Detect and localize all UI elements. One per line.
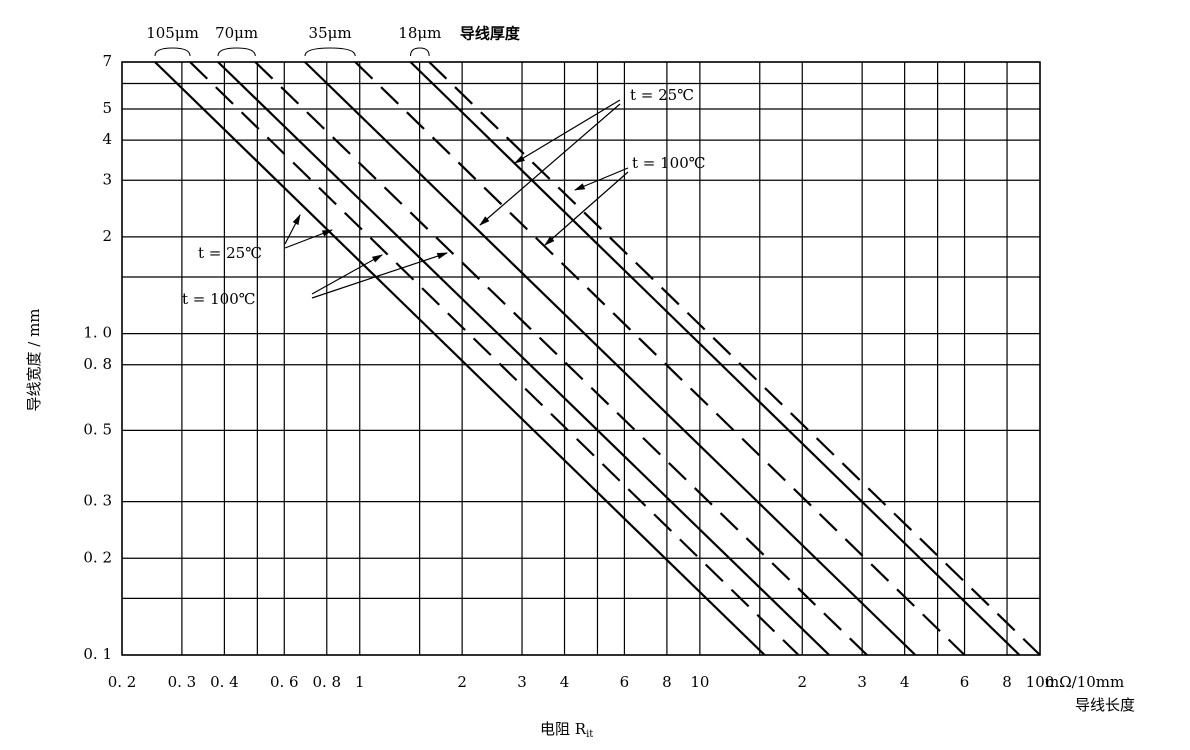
line: [189, 61, 800, 656]
annotation: t = 25℃: [198, 244, 262, 262]
x-axis-label-sub: it: [586, 729, 593, 740]
x-tick-label: 100: [1026, 673, 1055, 691]
line: [254, 61, 868, 656]
x-unit-title: 导线长度: [1075, 696, 1135, 714]
line: [154, 61, 766, 656]
x-tick-label: 4: [900, 673, 910, 691]
annotation: t = 25℃: [630, 86, 694, 104]
x-unit: mΩ/10mm: [1045, 673, 1124, 691]
thickness-label: 105μm: [146, 24, 199, 42]
y-tick-label: 7: [102, 52, 112, 70]
x-tick-label: 10: [690, 673, 709, 691]
y-axis-label: 导线宽度 / mm: [25, 308, 43, 411]
annotation: t = 100℃: [182, 290, 256, 308]
annotation: t = 100℃: [632, 154, 706, 172]
x-tick-label: 0. 3: [168, 673, 197, 691]
x-tick-label: 4: [560, 673, 570, 691]
x-tick-label: 3: [517, 673, 527, 691]
thickness-brace: [217, 47, 256, 57]
x-tick-label: 8: [1002, 673, 1012, 691]
x-axis-label: 电阻 Rit: [540, 720, 593, 740]
thickness-brace: [409, 47, 430, 57]
plot-frame: [121, 61, 1041, 656]
y-tick-label: 0. 2: [83, 548, 112, 566]
x-tick-label: 6: [620, 673, 630, 691]
y-tick-label: 1. 0: [83, 324, 112, 342]
line: [304, 61, 917, 656]
line: [217, 61, 830, 656]
x-tick-label: 3: [857, 673, 867, 691]
thickness-label: 18μm: [398, 24, 441, 42]
y-tick-label: 0. 1: [83, 645, 112, 663]
y-tick-label: 2: [102, 227, 112, 245]
y-tick-label: 5: [102, 99, 112, 117]
thickness-brace: [154, 47, 191, 57]
x-tick-label: 8: [662, 673, 672, 691]
line: [354, 61, 966, 656]
x-tick-label: 2: [457, 673, 467, 691]
x-tick-label: 2: [797, 673, 807, 691]
x-tick-label: 0. 6: [270, 673, 299, 691]
thickness-brace: [304, 47, 356, 57]
annotation-arrows: [284, 99, 629, 299]
x-tick-label: 6: [960, 673, 970, 691]
thickness-title: 导线厚度: [460, 25, 521, 43]
line: [409, 61, 1021, 656]
y-tick-label: 0. 5: [83, 420, 112, 438]
y-tick-label: 0. 3: [83, 492, 112, 510]
x-tick-label: 0. 8: [312, 673, 341, 691]
y-tick-label: 4: [102, 130, 112, 148]
thickness-label: 70μm: [215, 24, 258, 42]
y-tick-label: 3: [102, 170, 112, 188]
x-axis-label-main: 电阻 R: [540, 720, 587, 738]
line: [428, 61, 1041, 656]
thickness-label: 35μm: [309, 24, 352, 42]
x-tick-label: 0. 2: [108, 673, 137, 691]
x-tick-label: 0. 4: [210, 673, 239, 691]
x-tick-label: 1: [355, 673, 365, 691]
y-tick-label: 0. 8: [83, 355, 112, 373]
